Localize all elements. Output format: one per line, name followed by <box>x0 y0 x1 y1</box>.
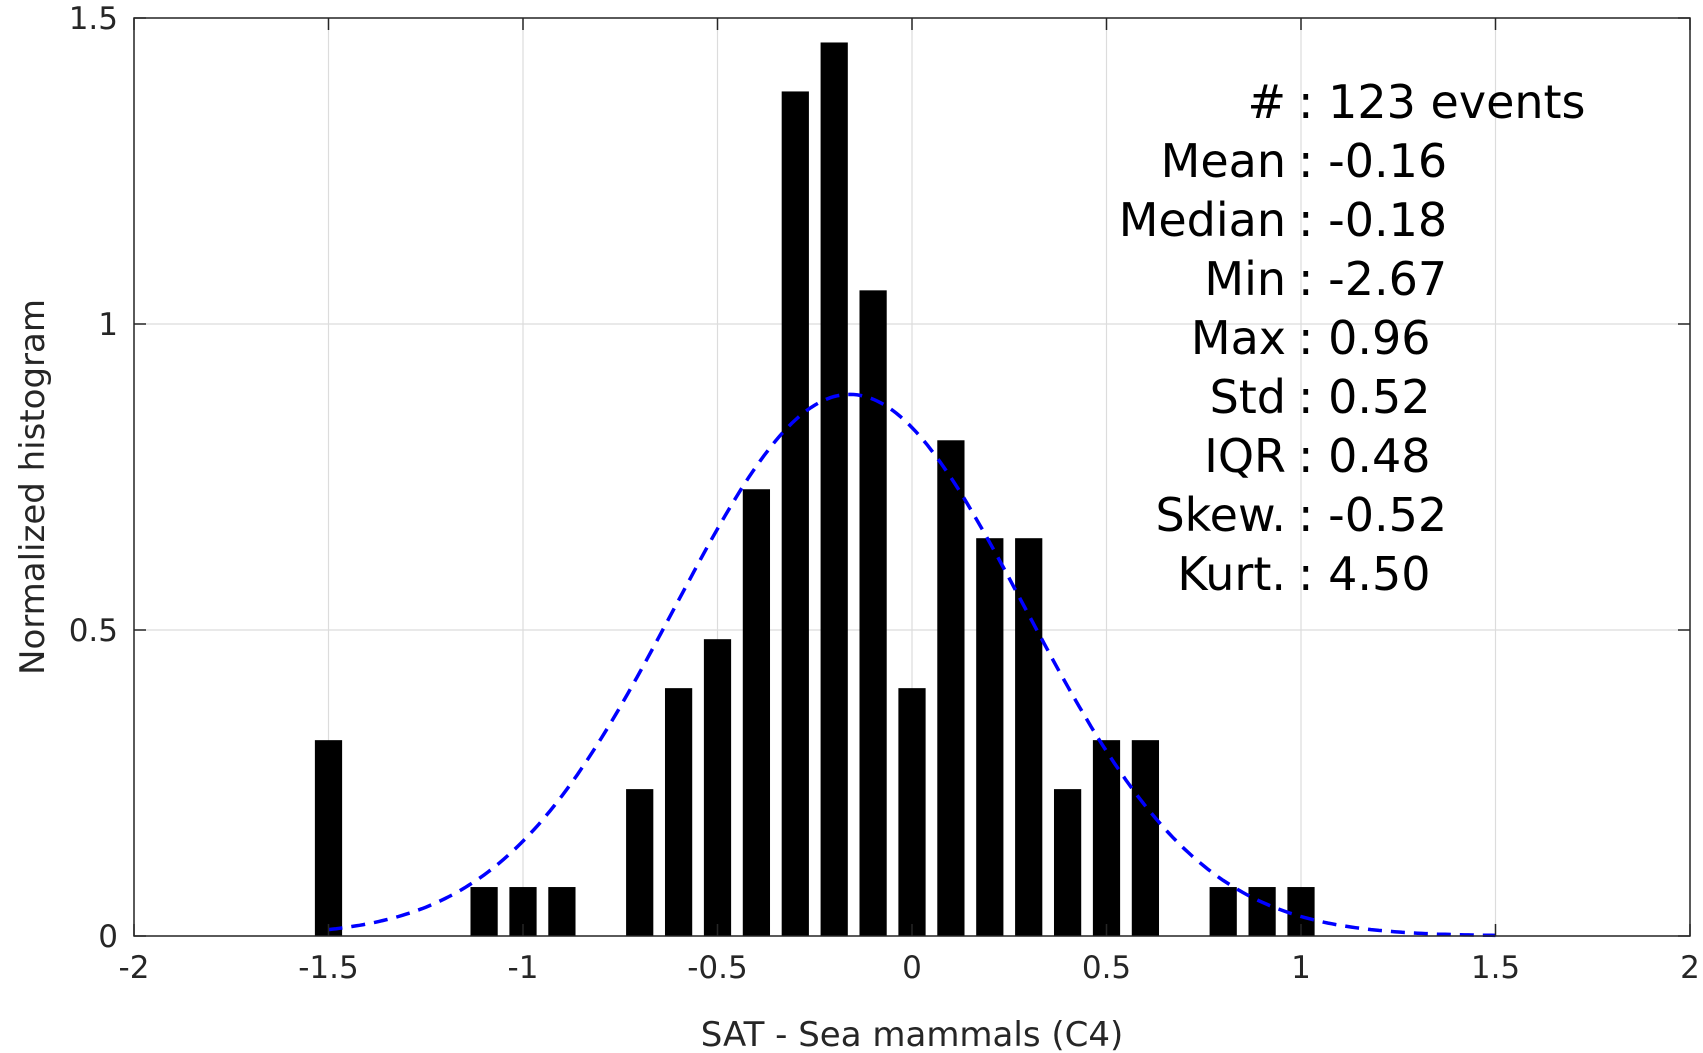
y-axis-label: Normalized histogram <box>13 299 53 675</box>
histogram-bar <box>937 440 965 936</box>
histogram-bar <box>1015 538 1043 936</box>
stats-label: # <box>1247 75 1286 129</box>
stats-label: Max <box>1191 311 1286 365</box>
histogram-bar <box>314 740 343 936</box>
stats-value: : -0.18 <box>1298 193 1447 247</box>
histogram-bar <box>1209 887 1237 936</box>
y-tick-label: 0.5 <box>69 613 118 649</box>
y-tick-label: 1 <box>98 307 118 343</box>
histogram-bar <box>898 688 926 936</box>
histogram-bar <box>1248 887 1276 936</box>
stats-value: : 0.48 <box>1298 429 1431 483</box>
histogram-bar <box>626 789 654 936</box>
histogram-bar <box>1131 740 1160 936</box>
ticks: -2 -1.5 -1 -0.5 0 0.5 1 1.5 2 0 0.5 1 1.5 <box>69 1 1700 986</box>
normal-fit-curve <box>328 392 1496 938</box>
x-tick-label: -1 <box>508 950 539 986</box>
stats-value: : -2.67 <box>1298 252 1447 306</box>
stats-value: : -0.16 <box>1298 134 1447 188</box>
stats-value: : 0.52 <box>1298 370 1431 424</box>
histogram-bar <box>742 489 771 936</box>
x-tick-label: -0.5 <box>687 950 748 986</box>
histogram-bar <box>664 688 693 936</box>
stats-label: Skew. <box>1155 488 1286 542</box>
stats-label: Median <box>1119 193 1286 247</box>
x-tick-label: 0.5 <box>1082 950 1131 986</box>
histogram-bar <box>859 290 887 937</box>
histogram-bar <box>1053 789 1082 936</box>
x-tick-label: 2 <box>1680 950 1700 986</box>
x-tick-label: 0 <box>902 950 922 986</box>
histogram-bar <box>781 91 809 936</box>
y-tick-label: 0 <box>98 919 118 955</box>
x-tick-label: 1.5 <box>1471 950 1520 986</box>
histogram-bar <box>470 887 498 936</box>
x-tick-label: 1 <box>1291 950 1311 986</box>
stats-value: : 4.50 <box>1298 547 1431 601</box>
stats-value: : 0.96 <box>1298 311 1431 365</box>
histogram-bar <box>976 538 1004 936</box>
histogram-bar <box>703 639 732 936</box>
histogram-bar <box>820 42 848 937</box>
y-tick-label: 1.5 <box>69 1 118 37</box>
stats-label: Std <box>1210 370 1286 424</box>
x-tick-label: -1.5 <box>298 950 359 986</box>
x-tick-label: -2 <box>119 950 150 986</box>
histogram-bar <box>548 887 576 936</box>
stats-value: : -0.52 <box>1298 488 1447 542</box>
stats-label: Mean <box>1161 134 1286 188</box>
bars <box>314 42 1315 937</box>
histogram-bar <box>1092 740 1121 936</box>
stats-label: Min <box>1204 252 1286 306</box>
stats-label: Kurt. <box>1177 547 1286 601</box>
fit-curve <box>328 392 1496 938</box>
stats-label: IQR <box>1204 429 1286 483</box>
stats-value: : 123 events <box>1298 75 1586 129</box>
x-axis-label: SAT - Sea mammals (C4) <box>701 1015 1124 1053</box>
